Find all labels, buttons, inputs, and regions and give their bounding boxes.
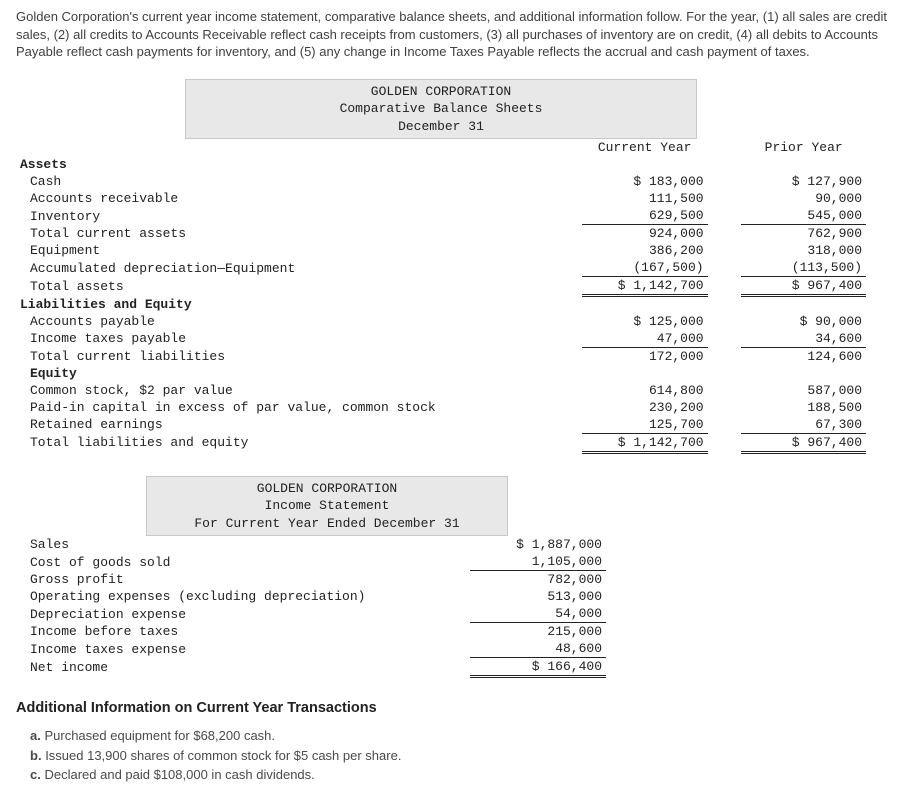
row-gp: Gross profit	[16, 571, 470, 589]
dep-val: 54,000	[470, 605, 606, 623]
tca-prior: 762,900	[741, 225, 866, 243]
tle-prior: $ 967,400	[741, 433, 866, 452]
row-inv: Inventory	[16, 207, 582, 225]
bs-table: Current Year Prior Year Assets Cash $ 18…	[16, 139, 866, 454]
ap-curr: $ 125,000	[582, 313, 708, 330]
tca-curr: 924,000	[582, 225, 708, 243]
row-accdep: Accumulated depreciation—Equipment	[16, 259, 582, 277]
additional-item-a: a. Purchased equipment for $68,200 cash.	[30, 726, 893, 746]
col-prior: Prior Year	[741, 139, 866, 156]
row-pic: Paid-in capital in excess of par value, …	[16, 399, 582, 416]
item-a-key: a.	[30, 728, 41, 743]
row-opex: Operating expenses (excluding depreciati…	[16, 588, 470, 605]
cash-curr: $ 183,000	[582, 173, 708, 190]
tax-val: 48,600	[470, 640, 606, 658]
is-title-2: Income Statement	[147, 497, 507, 515]
equip-curr: 386,200	[582, 242, 708, 259]
row-dep: Depreciation expense	[16, 605, 470, 623]
cogs-val: 1,105,000	[470, 553, 606, 571]
inv-curr: 629,500	[582, 207, 708, 225]
row-ta: Total assets	[16, 277, 582, 296]
is-title-3: For Current Year Ended December 31	[147, 515, 507, 533]
item-b-text: Issued 13,900 shares of common stock for…	[45, 748, 401, 763]
ibt-val: 215,000	[470, 623, 606, 641]
ap-prior: $ 90,000	[741, 313, 866, 330]
row-cogs: Cost of goods sold	[16, 553, 470, 571]
ta-curr: $ 1,142,700	[582, 277, 708, 296]
sales-val: $ 1,887,000	[470, 536, 606, 553]
re-curr: 125,700	[582, 416, 708, 434]
row-ap: Accounts payable	[16, 313, 582, 330]
tcl-prior: 124,600	[741, 347, 866, 365]
additional-item-b: b. Issued 13,900 shares of common stock …	[30, 746, 893, 766]
row-re: Retained earnings	[16, 416, 582, 434]
row-cs: Common stock, $2 par value	[16, 382, 582, 399]
ar-prior: 90,000	[741, 190, 866, 207]
row-ar: Accounts receivable	[16, 190, 582, 207]
re-prior: 67,300	[741, 416, 866, 434]
cs-curr: 614,800	[582, 382, 708, 399]
accdep-prior: (113,500)	[741, 259, 866, 277]
item-b-key: b.	[30, 748, 42, 763]
ta-prior: $ 967,400	[741, 277, 866, 296]
equip-prior: 318,000	[741, 242, 866, 259]
intro-paragraph: Golden Corporation's current year income…	[16, 8, 893, 61]
inv-prior: 545,000	[741, 207, 866, 225]
col-current: Current Year	[582, 139, 708, 156]
item-c-key: c.	[30, 767, 41, 782]
itp-prior: 34,600	[741, 330, 866, 348]
row-tle: Total liabilities and equity	[16, 433, 582, 452]
pic-prior: 188,500	[741, 399, 866, 416]
tcl-curr: 172,000	[582, 347, 708, 365]
balance-sheet: GOLDEN CORPORATION Comparative Balance S…	[16, 79, 866, 454]
tle-curr: $ 1,142,700	[582, 433, 708, 452]
ar-curr: 111,500	[582, 190, 708, 207]
pic-curr: 230,200	[582, 399, 708, 416]
cs-prior: 587,000	[741, 382, 866, 399]
row-sales: Sales	[16, 536, 470, 553]
is-title-1: GOLDEN CORPORATION	[147, 480, 507, 498]
row-tcl: Total current liabilities	[16, 347, 582, 365]
additional-item-c: c. Declared and paid $108,000 in cash di…	[30, 765, 893, 785]
row-tax: Income taxes expense	[16, 640, 470, 658]
row-ni: Net income	[16, 658, 470, 677]
accdep-curr: (167,500)	[582, 259, 708, 277]
equity-heading: Equity	[16, 365, 582, 382]
additional-heading: Additional Information on Current Year T…	[16, 700, 893, 716]
bs-title-3: December 31	[186, 118, 696, 136]
bs-header: GOLDEN CORPORATION Comparative Balance S…	[185, 79, 697, 140]
additional-list: a. Purchased equipment for $68,200 cash.…	[16, 726, 893, 785]
ni-val: $ 166,400	[470, 658, 606, 677]
row-itp: Income taxes payable	[16, 330, 582, 348]
gp-val: 782,000	[470, 571, 606, 589]
item-c-text: Declared and paid $108,000 in cash divid…	[44, 767, 314, 782]
opex-val: 513,000	[470, 588, 606, 605]
row-ibt: Income before taxes	[16, 623, 470, 641]
row-cash: Cash	[16, 173, 582, 190]
bs-title-1: GOLDEN CORPORATION	[186, 83, 696, 101]
row-equip: Equipment	[16, 242, 582, 259]
assets-heading: Assets	[16, 156, 582, 173]
income-statement: GOLDEN CORPORATION Income Statement For …	[16, 476, 606, 679]
is-table: Sales $ 1,887,000 Cost of goods sold 1,1…	[16, 536, 606, 678]
bs-title-2: Comparative Balance Sheets	[186, 100, 696, 118]
row-tca: Total current assets	[16, 225, 582, 243]
liab-heading: Liabilities and Equity	[16, 296, 582, 313]
item-a-text: Purchased equipment for $68,200 cash.	[44, 728, 275, 743]
itp-curr: 47,000	[582, 330, 708, 348]
is-header: GOLDEN CORPORATION Income Statement For …	[146, 476, 508, 537]
cash-prior: $ 127,900	[741, 173, 866, 190]
